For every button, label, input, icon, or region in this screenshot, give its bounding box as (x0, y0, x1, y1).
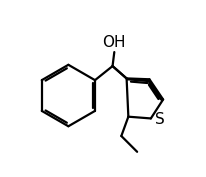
Text: S: S (154, 112, 164, 127)
Text: OH: OH (102, 35, 125, 50)
